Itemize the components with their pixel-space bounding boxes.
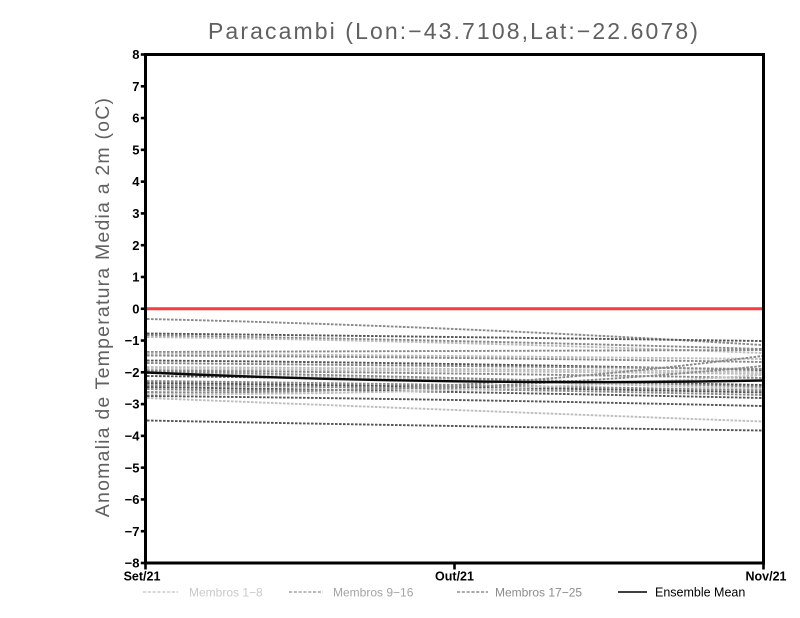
- svg-text:Paracambi (Lon:−43.7108,Lat:−2: Paracambi (Lon:−43.7108,Lat:−22.6078): [208, 18, 700, 44]
- svg-text:Out/21: Out/21: [435, 570, 474, 584]
- svg-text:0: 0: [132, 301, 139, 316]
- svg-text:Membros 1−8: Membros 1−8: [189, 586, 263, 600]
- svg-text:3: 3: [132, 206, 139, 221]
- svg-text:Set/21: Set/21: [124, 570, 161, 584]
- svg-text:4: 4: [132, 174, 140, 189]
- svg-text:7: 7: [132, 79, 139, 94]
- svg-text:5: 5: [132, 142, 139, 157]
- svg-text:−7: −7: [125, 524, 140, 539]
- svg-text:Anomalia de Temperatura Media: Anomalia de Temperatura Media a 2m (oC): [92, 97, 114, 517]
- svg-text:6: 6: [132, 111, 139, 126]
- svg-text:−5: −5: [125, 460, 140, 475]
- svg-text:Ensemble Mean: Ensemble Mean: [655, 586, 745, 600]
- svg-text:−8: −8: [125, 556, 140, 571]
- svg-text:−3: −3: [125, 397, 140, 412]
- svg-text:−6: −6: [125, 492, 140, 507]
- svg-text:8: 8: [132, 47, 139, 62]
- svg-text:1: 1: [132, 270, 139, 285]
- svg-text:Membros 17−25: Membros 17−25: [495, 586, 582, 600]
- svg-text:Nov/21: Nov/21: [746, 570, 787, 584]
- svg-text:−2: −2: [125, 365, 140, 380]
- svg-text:Membros 9−16: Membros 9−16: [333, 586, 414, 600]
- svg-text:−1: −1: [125, 333, 140, 348]
- svg-text:−4: −4: [125, 428, 141, 443]
- svg-text:2: 2: [132, 238, 139, 253]
